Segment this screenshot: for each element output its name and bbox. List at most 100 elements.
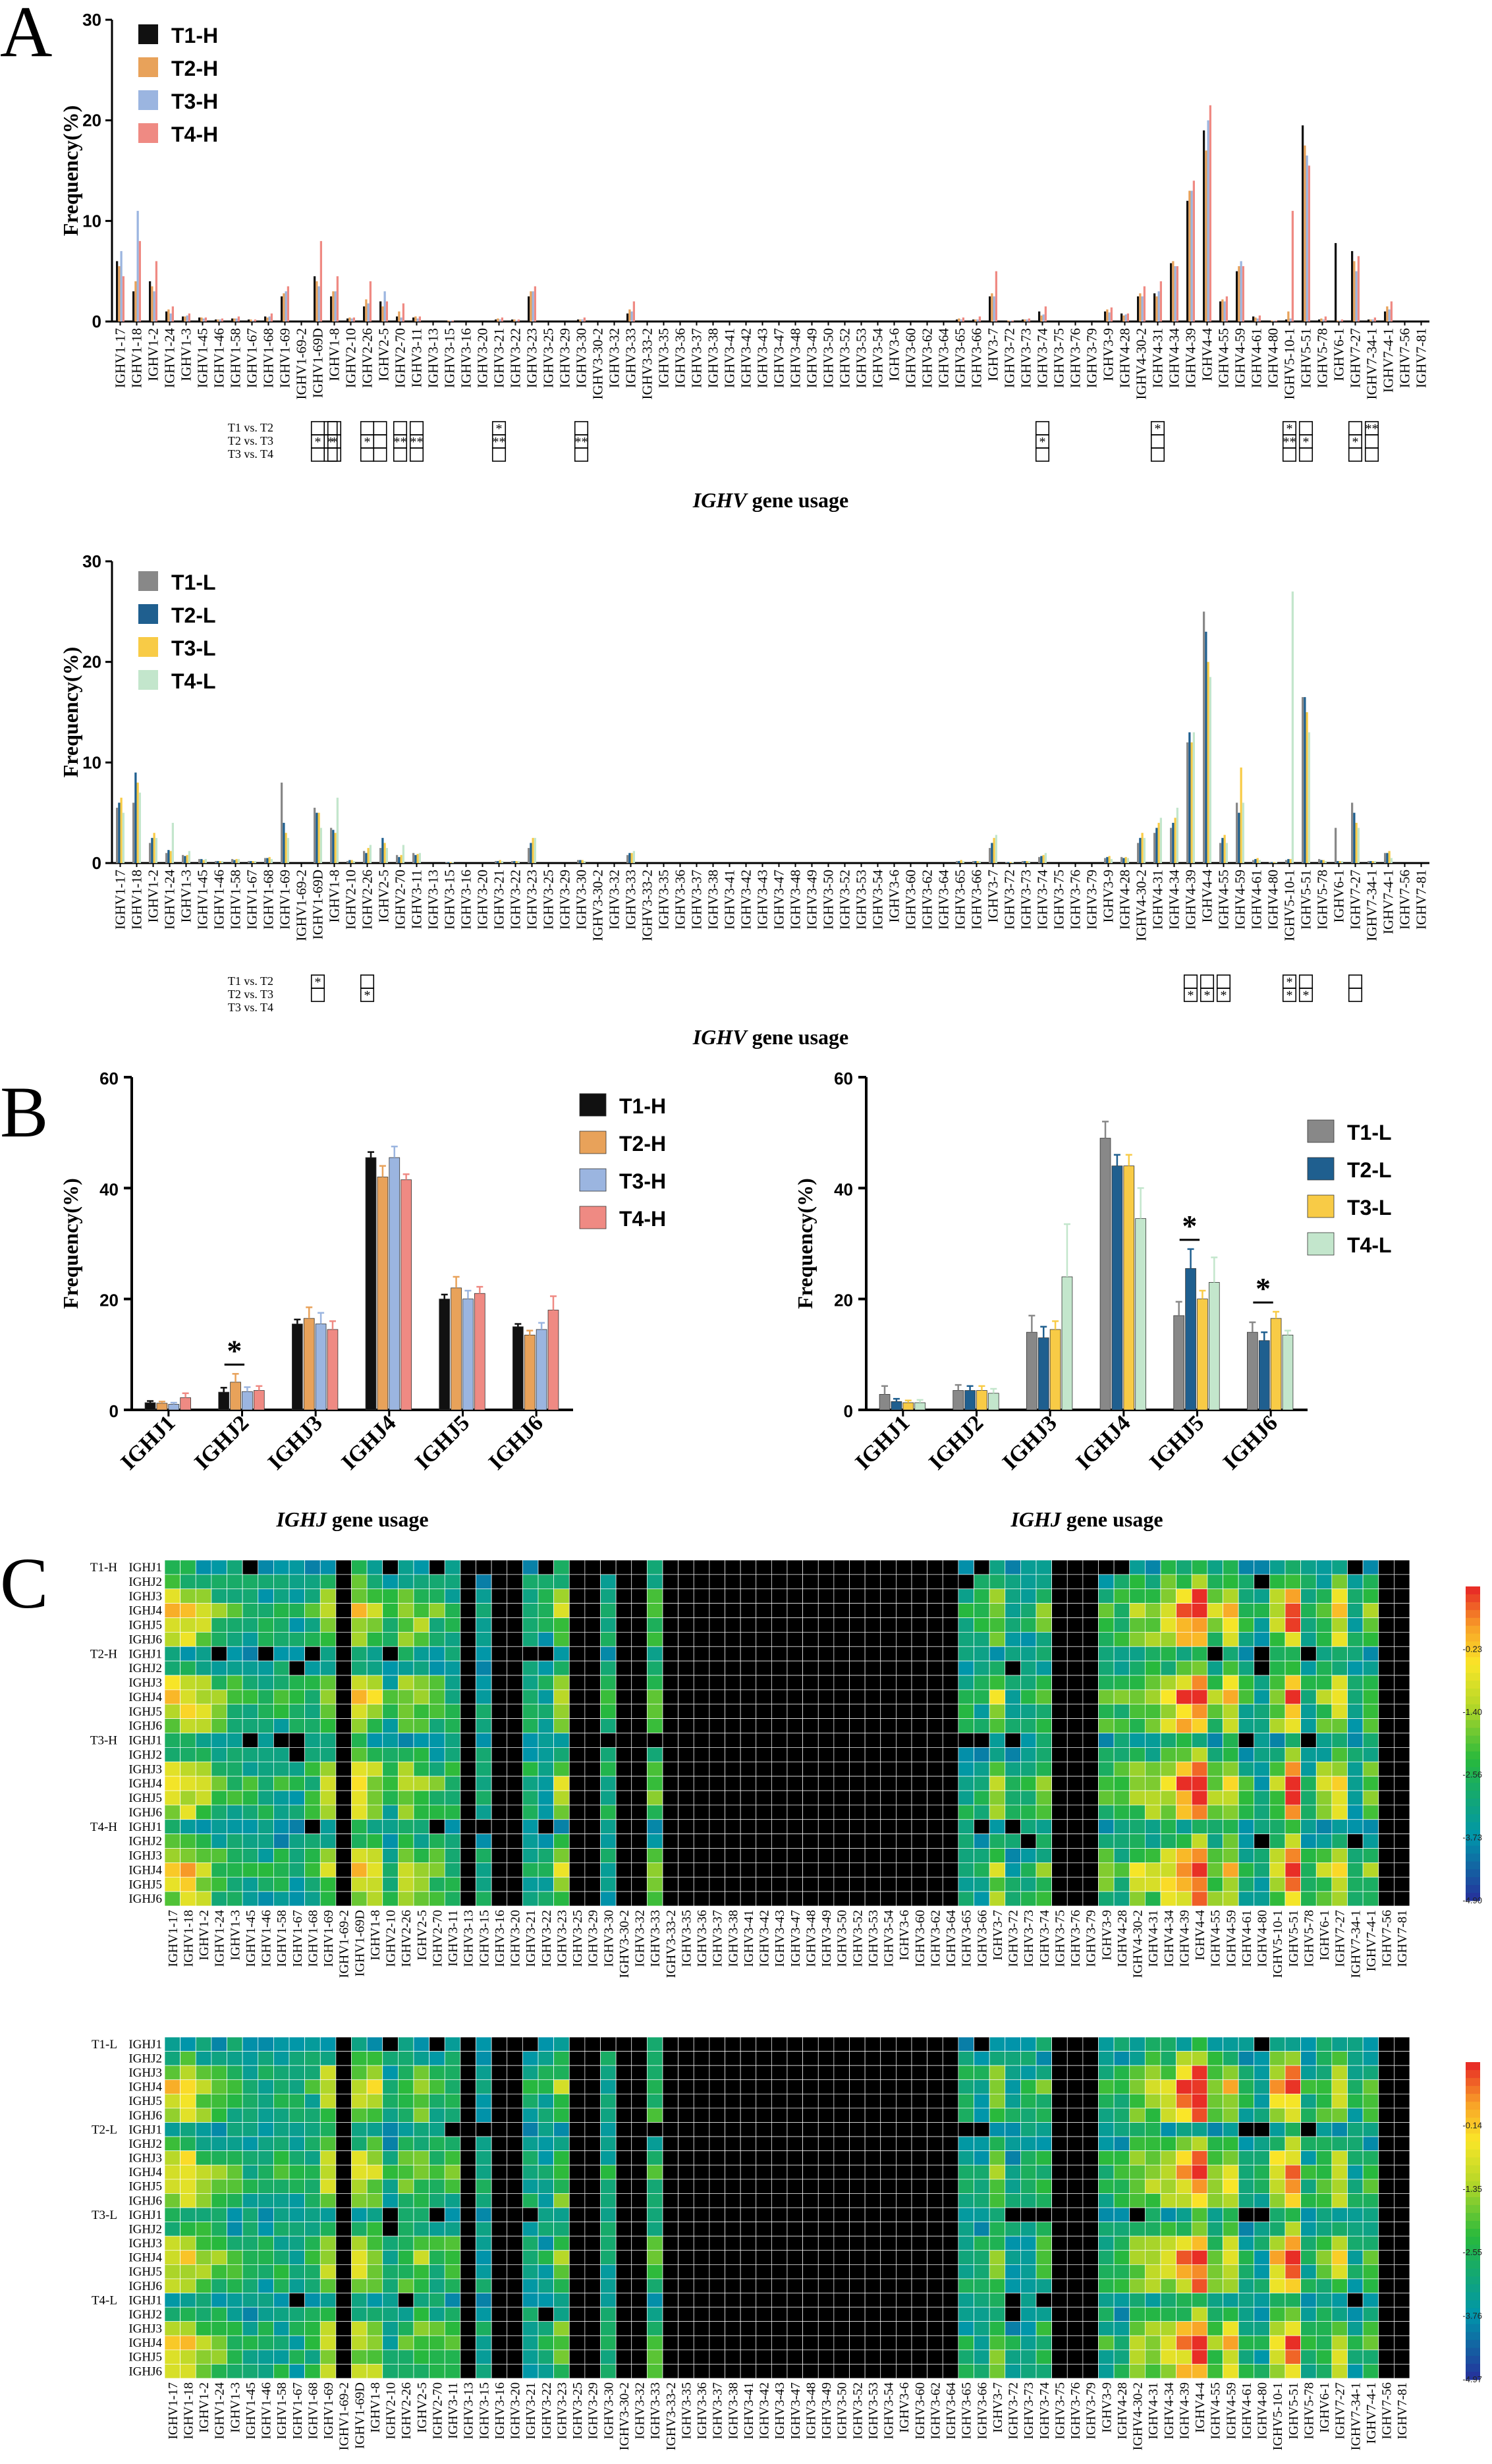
heatmap-cell [1269,1848,1286,1863]
heatmap-cell [304,1574,321,1590]
heatmap-cell [568,2335,586,2351]
heatmap-cell [911,2036,927,2052]
heatmap-cell [1300,2349,1317,2365]
heatmap-cell [1300,2293,1317,2308]
heatmap-cell [1331,2250,1348,2265]
x-tick-label: IGHV7-4-1 [1381,870,1396,934]
heatmap-cell [1145,2222,1161,2237]
heatmap-cell [1269,2307,1286,2322]
heatmap-cell [1145,2235,1161,2251]
heatmap-column-label: IGHV3-37 [711,1910,725,1967]
heatmap-cell [1145,2335,1161,2351]
heatmap-cell [896,2051,912,2066]
heatmap-cell [1254,1704,1270,1719]
heatmap-cell [1331,2264,1348,2280]
heatmap-cell [1300,2307,1317,2322]
heatmap-cell [1223,2150,1239,2166]
x-tick-label: IGHV5-78 [1315,870,1331,930]
heatmap-cell [631,2335,648,2351]
significance-box [1282,988,1297,1002]
bar-t3-l-ighv4-30-2 [1141,833,1144,863]
heatmap-cell [709,2079,725,2094]
heatmap-cell [476,1689,492,1705]
heatmap-cell [351,2136,368,2152]
heatmap-cell [1066,1876,1084,1892]
bar-t4-h-ighv2-5 [385,301,388,322]
legend-swatch [1307,1157,1335,1181]
heatmap-cell [1160,1747,1176,1762]
heatmap-cell [615,1862,632,1878]
heatmap-cell [880,1848,897,1863]
heatmap-cell [631,1819,648,1834]
heatmap-cell [1113,1588,1130,1604]
heatmap-cell [802,2179,819,2194]
heatmap-cell [678,1603,694,1618]
heatmap-cell [413,2065,429,2081]
heatmap-cell [1207,2065,1223,2081]
bar-t3-h-ighv4-4 [1207,120,1209,322]
heatmap-cell [740,2222,757,2237]
heatmap-cell [413,1876,429,1892]
heatmap-cell [366,2293,383,2308]
heatmap-cell [725,2250,741,2265]
heatmap-cell [1238,2108,1255,2123]
heatmap-cell [600,1675,617,1691]
heatmap-cell [1036,2222,1052,2237]
heatmap-cell [942,1834,959,1849]
heatmap-cell [413,1559,429,1575]
heatmap-cell [1238,2150,1255,2166]
heatmap-cell [444,2093,461,2109]
heatmap-cell [227,1761,243,1777]
heatmap-cell [1362,1834,1379,1849]
heatmap-cell [1036,2207,1052,2222]
heatmap-cell [817,1689,835,1705]
heatmap-cell [1191,1588,1208,1604]
heatmap-cell [211,2293,227,2308]
x-tick-label: IGHJ2 [924,1411,988,1474]
heatmap-cell [849,1819,866,1834]
heatmap-cell [1207,2307,1223,2322]
heatmap-cell [335,2093,352,2109]
heatmap-cell [227,2349,243,2365]
heatmap-cell [444,1747,461,1762]
heatmap-cell [1254,2164,1270,2180]
bar-t4-l-ighv3-74 [1044,853,1047,863]
heatmap-cell [756,2321,772,2336]
heatmap-cell [693,1790,710,1806]
heatmap-cell [1051,1689,1068,1705]
x-tick-label: IGHV1-69-2 [294,328,310,399]
heatmap-cell [756,1761,772,1777]
heatmap-cell [771,1790,788,1806]
heatmap-cell [1394,2193,1410,2208]
heatmap-cell [227,2179,243,2194]
heatmap-cell [491,1574,508,1590]
heatmap-cell [227,1603,243,1618]
heatmap-cell [319,1559,337,1575]
heatmap-cell [413,2136,429,2152]
heatmap-cell [1347,1675,1364,1691]
heatmap-cell [1036,2136,1052,2152]
heatmap-row-label: IGHJ6 [128,2280,162,2293]
x-tick-label: IGHV4-39 [1183,328,1199,388]
heatmap-cell [817,2179,835,2194]
heatmap-cell [615,2250,632,2265]
x-tick-label: IGHV3-37 [689,870,705,930]
heatmap-cell [678,2164,694,2180]
heatmap-cell [444,1891,461,1907]
heatmap-cell [507,1848,523,1863]
heatmap-cell [849,1617,866,1633]
heatmap-cell [864,1747,881,1762]
heatmap-row-label: IGHJ3 [128,2152,162,2166]
heatmap-cell [1129,1689,1146,1705]
heatmap-cell [989,2207,1006,2222]
heatmap-cell [647,1704,663,1719]
heatmap-cell [1300,2321,1317,2336]
heatmap-cell [1362,2250,1379,2265]
heatmap-cell [662,1617,678,1633]
heatmap-cell [1347,1718,1364,1733]
heatmap-cell [1223,1632,1239,1647]
heatmap-cell [211,1559,227,1575]
heatmap-cell [942,2293,959,2308]
heatmap-row-label: IGHJ1 [128,1820,162,1834]
heatmap-cell [398,2264,414,2280]
